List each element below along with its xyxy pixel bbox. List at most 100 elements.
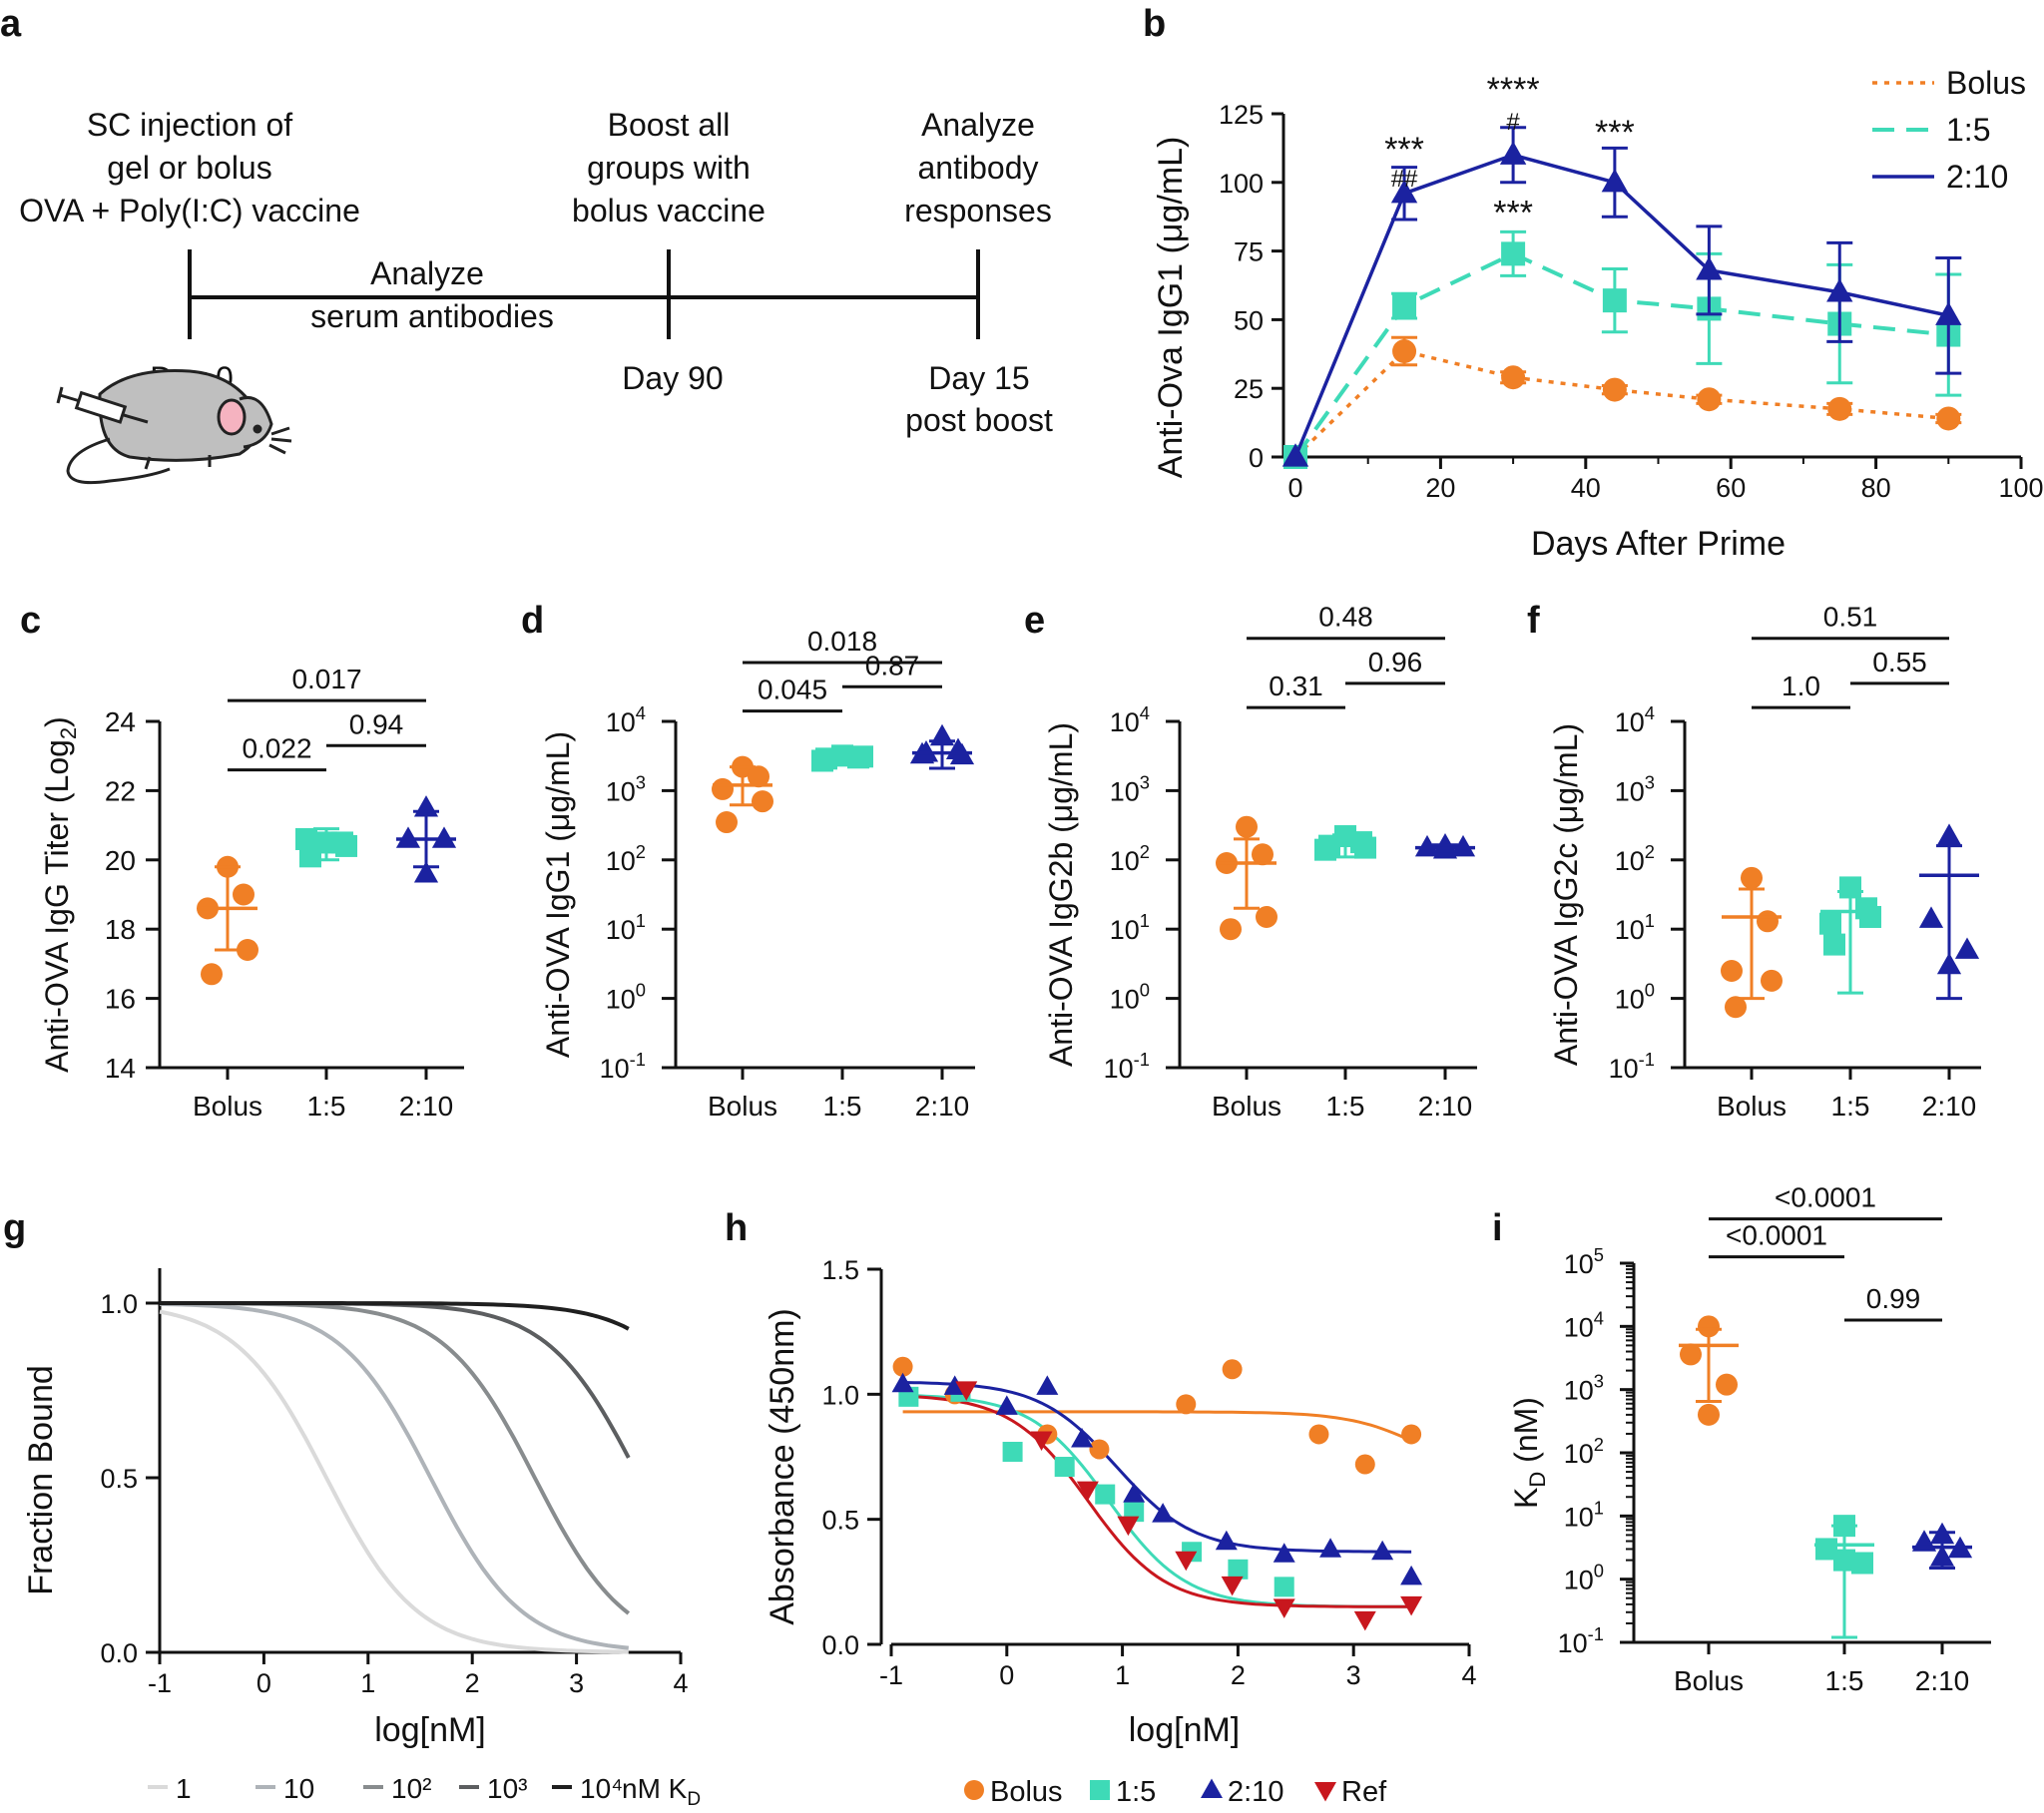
y-tick-label: 100 xyxy=(1110,980,1150,1015)
data-point xyxy=(1117,1516,1140,1537)
y-tick-label: 0.0 xyxy=(100,1638,138,1668)
event2-line2: antibody xyxy=(918,150,1039,186)
y-tick-label: 102 xyxy=(1110,841,1150,876)
x-tick-label: 1:5 xyxy=(307,1091,346,1122)
x-tick-label: 2:10 xyxy=(915,1091,970,1122)
legend-label: 10⁴ xyxy=(580,1773,623,1804)
data-point xyxy=(1390,180,1418,204)
x-tick-label: 0 xyxy=(256,1668,271,1698)
y-axis-label: Anti-OVA IgG2b (μg/mL) xyxy=(1043,722,1079,1067)
data-point xyxy=(1308,1424,1329,1445)
p-value-label: 0.99 xyxy=(1866,1283,1921,1314)
x-tick-label: 4 xyxy=(1461,1660,1476,1690)
y-tick-label: 24 xyxy=(105,706,136,737)
x-tick-label: -1 xyxy=(879,1660,903,1690)
p-value-label: 0.55 xyxy=(1872,647,1927,678)
chart-b: 0 20 40 60 80 100 0 25 50 75 100 125 Days After Prim… xyxy=(1152,65,2044,563)
x-tick-label: 1 xyxy=(1115,1660,1130,1690)
data-point xyxy=(1071,1427,1094,1448)
p-value-label: 0.94 xyxy=(349,708,404,739)
p-value-label: 0.018 xyxy=(807,626,877,657)
p-value-label: <0.0001 xyxy=(1726,1220,1827,1251)
x-tick-label: Bolus xyxy=(193,1091,262,1122)
data-point xyxy=(752,790,773,813)
y-tick-label: 75 xyxy=(1234,237,1264,267)
data-point xyxy=(1401,1424,1422,1445)
data-point xyxy=(1392,339,1417,364)
p-value-label: 0.017 xyxy=(291,664,361,694)
y-tick-label: 103 xyxy=(1615,771,1655,806)
y-tick-label: 0.5 xyxy=(821,1506,859,1536)
data-point xyxy=(712,777,734,800)
y-tick-label: 103 xyxy=(1110,771,1150,806)
data-point xyxy=(1680,1343,1702,1366)
y-tick-label: 10-1 xyxy=(1558,1623,1604,1658)
mid-label-line1: Analyze xyxy=(370,255,484,291)
curve-kd-2 xyxy=(160,1301,631,1615)
data-point xyxy=(1698,1403,1720,1426)
sig-stars: *** xyxy=(1493,194,1533,231)
panel-label-a: a xyxy=(0,3,22,45)
x-tick-label: 3 xyxy=(1346,1660,1361,1690)
data-point xyxy=(413,861,439,883)
y-tick-label: 101 xyxy=(1564,1497,1604,1532)
day15-label: Day 15 xyxy=(928,360,1029,396)
y-tick-label: 104 xyxy=(606,702,646,737)
data-point xyxy=(1697,387,1722,412)
y-tick-label: 10-1 xyxy=(1104,1049,1150,1084)
data-point xyxy=(995,1395,1018,1415)
legend-label: 10² xyxy=(391,1773,431,1804)
data-point xyxy=(1499,141,1527,165)
p-value-label: <0.0001 xyxy=(1775,1182,1876,1213)
data-point xyxy=(1220,918,1242,941)
x-tick-label: 100 xyxy=(1998,473,2043,503)
y-tick-label: 1.0 xyxy=(100,1289,138,1319)
data-point xyxy=(1054,1457,1075,1478)
curve-kd-3 xyxy=(160,1301,631,1459)
data-point xyxy=(1221,1576,1244,1596)
x-tick-label: 60 xyxy=(1716,473,1746,503)
legend-label: 1:5 xyxy=(1946,112,1990,148)
panel-label-e: e xyxy=(1024,600,1045,642)
y-axis-label: Anti-Ova IgG1 (μg/mL) xyxy=(1152,137,1190,479)
event1-line1: Boost all xyxy=(608,107,731,143)
panel-label-g: g xyxy=(3,1207,26,1249)
legend-marker xyxy=(1314,1782,1336,1802)
data-point xyxy=(1721,959,1743,982)
data-point xyxy=(395,826,421,848)
mouse-icon xyxy=(66,369,292,485)
data-point xyxy=(1002,1441,1023,1462)
y-tick-label: 100 xyxy=(1615,980,1655,1015)
curve-kd-0 xyxy=(159,1309,629,1654)
data-point xyxy=(1741,866,1763,889)
data-point xyxy=(1152,1503,1175,1523)
x-tick-label: 1:5 xyxy=(1825,1665,1864,1696)
fit-curve-Ref xyxy=(902,1394,1412,1608)
x-tick-label: 1:5 xyxy=(823,1091,862,1122)
data-point xyxy=(1273,1598,1295,1618)
data-point xyxy=(1274,1577,1294,1597)
panel-labels: a b c d e f g h i xyxy=(0,3,1540,1249)
event2-line1: Analyze xyxy=(921,107,1035,143)
data-point xyxy=(1716,1373,1738,1396)
data-point xyxy=(1400,1595,1423,1616)
data-point xyxy=(748,765,769,788)
y-tick-label: 125 xyxy=(1219,100,1264,130)
legend-marker xyxy=(1201,1778,1223,1798)
data-point xyxy=(1602,288,1627,313)
y-tick-label: 101 xyxy=(1110,910,1150,945)
event0-line3: OVA + Poly(I:C) vaccine xyxy=(19,193,360,228)
data-point xyxy=(1725,996,1747,1019)
x-axis-label: log[nM] xyxy=(1129,1711,1241,1749)
data-point xyxy=(1319,1538,1342,1558)
x-tick-label: 2:10 xyxy=(1915,1665,1970,1696)
legend-label: 2:10 xyxy=(1228,1776,1283,1808)
data-point xyxy=(1936,406,1961,431)
y-tick-label: 104 xyxy=(1110,702,1150,737)
y-tick-label: 102 xyxy=(606,841,646,876)
x-tick-label: 3 xyxy=(569,1668,584,1698)
data-point xyxy=(1918,906,1944,928)
data-point xyxy=(1851,1552,1873,1575)
curve-kd-1 xyxy=(159,1301,629,1650)
